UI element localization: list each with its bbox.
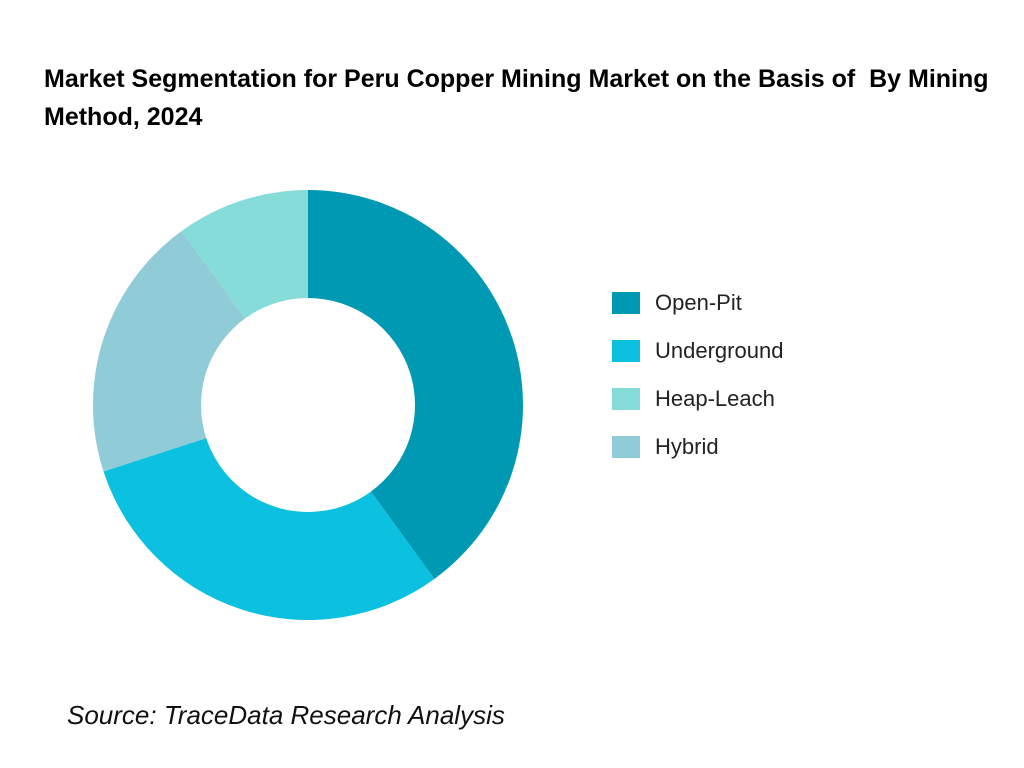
legend-label-heap-leach: Heap-Leach <box>655 386 775 411</box>
legend-swatch-hybrid <box>612 436 640 458</box>
donut-slice-hybrid <box>92 231 246 472</box>
donut-slice-heap-leach <box>181 190 308 319</box>
legend-item-hybrid: Hybrid <box>612 423 783 471</box>
legend-label-hybrid: Hybrid <box>655 434 719 459</box>
legend-label-open-pit: Open-Pit <box>655 290 742 315</box>
chart-title: Market Segmentation for Peru Copper Mini… <box>44 65 996 131</box>
legend-swatch-underground <box>612 340 640 362</box>
legend-item-heap-leach: Heap-Leach <box>612 375 783 423</box>
legend-swatch-open-pit <box>612 292 640 314</box>
legend-label-underground: Underground <box>655 338 784 363</box>
donut-slice-open-pit <box>308 190 524 579</box>
legend-item-open-pit: Open-Pit <box>612 279 783 327</box>
chart-legend: Open-Pit Underground Heap-Leach Hybrid <box>612 279 783 471</box>
legend-swatch-heap-leach <box>612 388 640 410</box>
legend-item-underground: Underground <box>612 327 783 375</box>
donut-slice-underground <box>103 438 435 620</box>
source-note: Source: TraceData Research Analysis <box>67 700 505 730</box>
